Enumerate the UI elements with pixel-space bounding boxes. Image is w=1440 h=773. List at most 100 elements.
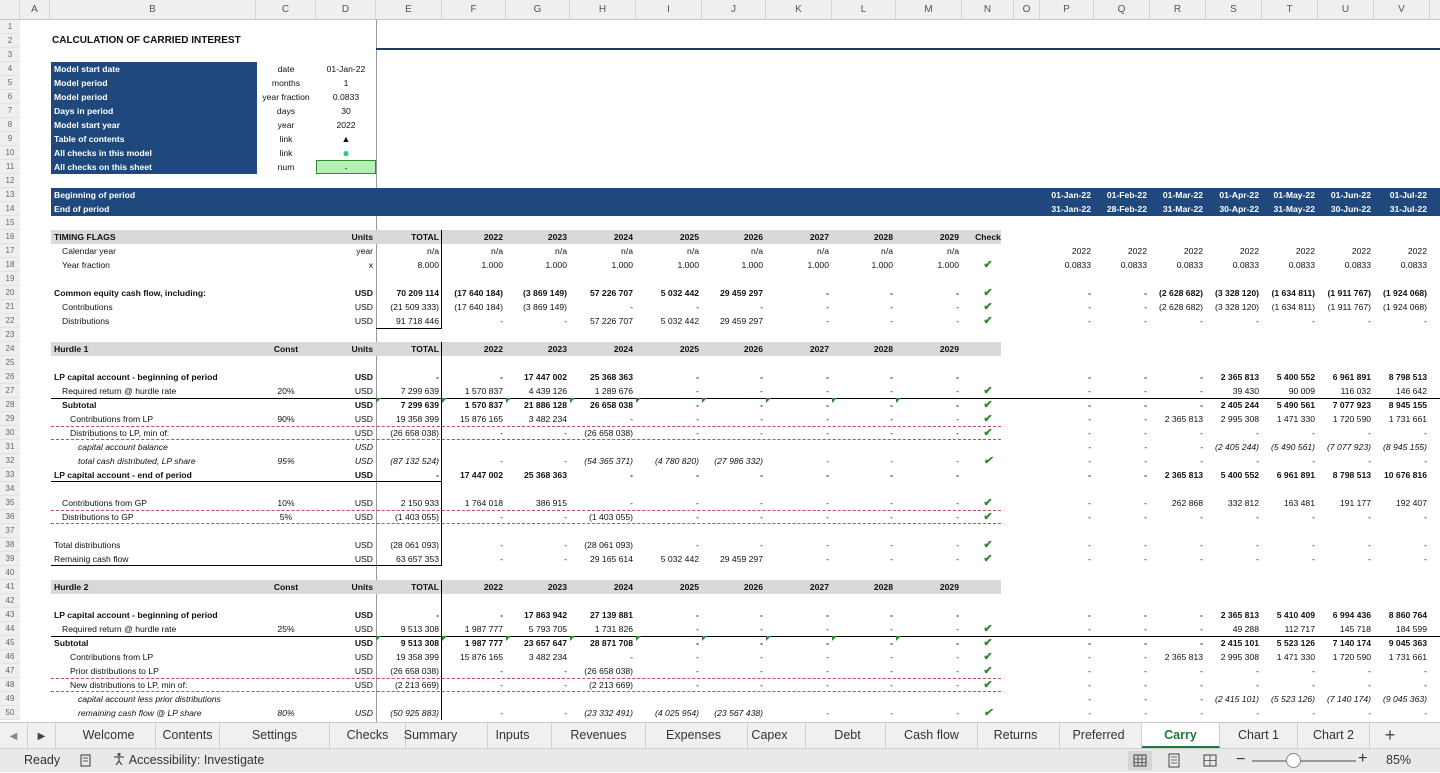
column-header-label[interactable]: 2022 — [483, 582, 503, 592]
value-cell[interactable]: - — [1088, 456, 1091, 466]
value-cell[interactable]: 0.0833 — [1232, 260, 1259, 270]
select-all-corner[interactable] — [0, 0, 20, 19]
value-cell[interactable]: (5 490 561) — [1271, 442, 1315, 452]
value-cell[interactable]: 8 860 764 — [1388, 610, 1427, 620]
value-cell[interactable]: 386 915 — [535, 498, 567, 508]
row-header-45[interactable]: 45 — [0, 636, 20, 650]
sheet-checks-value[interactable]: - — [316, 160, 376, 174]
value-cell[interactable]: - — [1088, 302, 1091, 312]
value-cell[interactable]: - — [1424, 666, 1427, 676]
value-cell[interactable]: USD — [354, 414, 373, 424]
model-info-value[interactable]: 30 — [341, 106, 351, 116]
tab-revenues[interactable]: Revenues — [552, 723, 646, 748]
value-cell[interactable]: - — [696, 386, 699, 396]
model-info-unit[interactable]: link — [279, 134, 293, 144]
value-cell[interactable]: (1 911 767) — [1327, 302, 1371, 312]
period-start-date[interactable]: 01-May-22 — [1273, 190, 1315, 200]
value-cell[interactable]: - — [890, 512, 893, 522]
period-start-date[interactable]: 01-Jan-22 — [1051, 190, 1091, 200]
column-header-label[interactable]: Units — [351, 232, 373, 242]
row-header-13[interactable]: 13 — [0, 188, 20, 202]
value-cell[interactable]: (8 945 155) — [1383, 442, 1427, 452]
row-header-7[interactable]: 7 — [0, 104, 20, 118]
value-cell[interactable]: - — [1144, 694, 1147, 704]
value-cell[interactable]: 2022 — [1071, 246, 1091, 256]
value-cell[interactable]: (17 640 184) — [454, 288, 503, 298]
value-cell[interactable]: - — [1088, 554, 1091, 564]
value-cell[interactable]: 25 368 363 — [589, 372, 633, 382]
value-cell[interactable]: (2 213 669) — [395, 680, 439, 690]
column-header-label[interactable]: TOTAL — [411, 232, 439, 242]
value-cell[interactable]: USD — [354, 680, 373, 690]
column-header-j[interactable]: J — [702, 0, 766, 19]
value-cell[interactable]: - — [956, 540, 959, 550]
value-cell[interactable]: (23 567 438) — [714, 708, 763, 718]
value-cell[interactable]: - — [890, 652, 893, 662]
column-header-f[interactable]: F — [442, 0, 506, 19]
value-cell[interactable]: (2 405 244) — [1215, 442, 1259, 452]
period-end-date[interactable]: 31-May-22 — [1273, 204, 1315, 214]
column-header-label[interactable]: 2023 — [547, 344, 567, 354]
value-cell[interactable]: - — [500, 666, 503, 676]
value-cell[interactable]: USD — [354, 372, 373, 382]
value-cell[interactable]: - — [1256, 540, 1259, 550]
tab-debt[interactable]: Debt — [810, 723, 886, 748]
value-cell[interactable]: - — [1200, 638, 1203, 648]
value-cell[interactable]: 5 410 409 — [1276, 610, 1315, 620]
value-cell[interactable]: - — [956, 456, 959, 466]
value-cell[interactable]: - — [630, 498, 633, 508]
value-cell[interactable]: - — [1144, 498, 1147, 508]
value-cell[interactable]: - — [956, 302, 959, 312]
value-cell[interactable]: (1 924 068) — [1383, 288, 1427, 298]
column-header-p[interactable]: P — [1040, 0, 1094, 19]
column-header-v[interactable]: V — [1374, 0, 1430, 19]
value-cell[interactable]: 2022 — [1183, 246, 1203, 256]
value-cell[interactable]: n/a — [687, 246, 699, 256]
value-cell[interactable]: - — [956, 708, 959, 718]
value-cell[interactable]: - — [1368, 512, 1371, 522]
column-header-label[interactable]: 2022 — [483, 232, 503, 242]
value-cell[interactable]: - — [956, 610, 959, 620]
value-cell[interactable]: n/a — [817, 246, 829, 256]
value-cell[interactable]: - — [956, 386, 959, 396]
column-header-m[interactable]: M — [896, 0, 962, 19]
value-cell[interactable]: 1 731 661 — [1388, 652, 1427, 662]
column-header-label[interactable]: Units — [351, 344, 373, 354]
row-header-38[interactable]: 38 — [0, 538, 20, 552]
tab-returns[interactable]: Returns — [972, 723, 1060, 748]
add-sheet-button[interactable]: + — [1370, 723, 1410, 748]
value-cell[interactable]: n/a — [427, 246, 439, 256]
value-cell[interactable]: - — [1424, 428, 1427, 438]
period-end-date[interactable]: 31-Mar-22 — [1162, 204, 1203, 214]
value-cell[interactable]: - — [696, 498, 699, 508]
column-header-e[interactable]: E — [376, 0, 442, 19]
value-cell[interactable]: - — [1256, 316, 1259, 326]
value-cell[interactable]: - — [1368, 316, 1371, 326]
check-ok-icon[interactable]: ✔ — [983, 259, 993, 271]
value-cell[interactable]: (2 415 101) — [1215, 694, 1259, 704]
value-cell[interactable]: (9 045 363) — [1383, 694, 1427, 704]
value-cell[interactable]: - — [890, 666, 893, 676]
zoom-level[interactable]: 85% — [1386, 753, 1412, 767]
value-cell[interactable]: 9 513 308 — [400, 624, 439, 634]
value-cell[interactable]: USD — [354, 624, 373, 634]
row-header-19[interactable]: 19 — [0, 272, 20, 286]
value-cell[interactable]: - — [1144, 316, 1147, 326]
column-header-label[interactable]: 2025 — [679, 232, 699, 242]
value-cell[interactable]: (2 213 669) — [589, 680, 633, 690]
value-cell[interactable]: (26 658 038) — [390, 666, 439, 676]
period-end-date[interactable]: 31-Jul-22 — [1389, 204, 1427, 214]
value-cell[interactable]: 29 165 614 — [589, 554, 633, 564]
value-cell[interactable]: 6 961 891 — [1276, 470, 1315, 480]
value-cell[interactable]: - — [696, 512, 699, 522]
value-cell[interactable]: USD — [354, 498, 373, 508]
value-cell[interactable]: 1.000 — [545, 260, 567, 270]
value-cell[interactable]: - — [1200, 456, 1203, 466]
value-cell[interactable]: USD — [354, 652, 373, 662]
row-header-28[interactable]: 28 — [0, 398, 20, 412]
zoom-in-button[interactable]: + — [1358, 750, 1368, 767]
value-cell[interactable]: 49 288 — [1232, 624, 1259, 634]
value-cell[interactable]: - — [500, 428, 503, 438]
value-cell[interactable]: - — [630, 302, 633, 312]
toc-link-triangle-icon[interactable]: ▲ — [341, 134, 351, 144]
